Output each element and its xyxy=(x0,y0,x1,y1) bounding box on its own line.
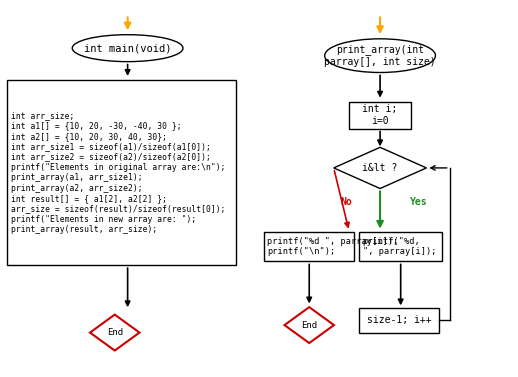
Bar xyxy=(7,80,236,265)
Text: print_array(int
parray[], int size): print_array(int parray[], int size) xyxy=(324,44,436,67)
Text: int main(void): int main(void) xyxy=(84,43,171,53)
Text: End: End xyxy=(107,328,123,337)
Polygon shape xyxy=(90,315,139,351)
Bar xyxy=(359,231,442,262)
Ellipse shape xyxy=(325,39,436,72)
Text: End: End xyxy=(301,320,318,329)
Text: Yes: Yes xyxy=(410,196,427,207)
Text: i&lt ?: i&lt ? xyxy=(363,163,398,173)
Bar xyxy=(349,102,411,129)
Text: printf("%d,
", parray[i]);: printf("%d, ", parray[i]); xyxy=(363,237,436,256)
Text: printf("%d ", parray[i]);
printf("\n");: printf("%d ", parray[i]); printf("\n"); xyxy=(267,237,398,256)
Polygon shape xyxy=(284,307,334,343)
Text: int arr_size;
int a1[] = {10, 20, -30, -40, 30 };
int a2[] = {10, 20, 30, 40, 30: int arr_size; int a1[] = {10, 20, -30, -… xyxy=(11,111,225,234)
Text: size-1; i++: size-1; i++ xyxy=(367,316,431,325)
Bar xyxy=(264,231,354,262)
Ellipse shape xyxy=(72,35,183,61)
Bar xyxy=(359,308,439,333)
Text: No: No xyxy=(341,196,352,207)
Polygon shape xyxy=(334,147,426,188)
Text: int i;
i=0: int i; i=0 xyxy=(363,104,398,126)
